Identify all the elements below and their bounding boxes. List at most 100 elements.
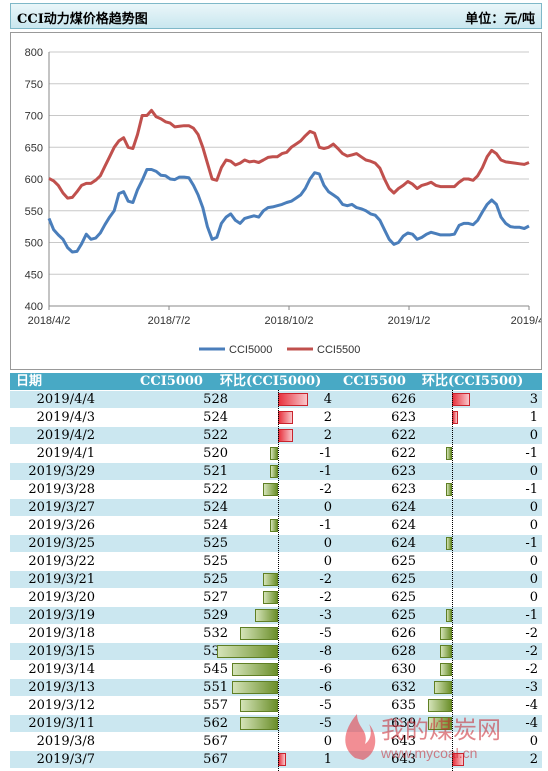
row-change-cci5500: 0: [529, 464, 538, 479]
row-change-cci5500: 1: [529, 410, 538, 425]
y-tick-label: 550: [25, 206, 43, 218]
change-bar-cci5000: [217, 645, 278, 658]
row-cci5500: 643: [391, 734, 416, 749]
row-date: 2019/4/3: [36, 410, 95, 425]
row-cci5000: 525: [203, 536, 228, 551]
table-row: 2019/3/13 551 -6 632 -3: [10, 678, 542, 696]
row-cci5000: 520: [203, 446, 228, 461]
table-row: 2019/4/2 522 2 622 0: [10, 426, 542, 444]
row-cci5000: 522: [203, 482, 228, 497]
row-cci5500: 622: [391, 428, 416, 443]
header-change-cci5000: 环比(CCI5000): [220, 374, 322, 389]
row-change-cci5500: 0: [529, 518, 538, 533]
watermark-name: 我的煤炭网: [381, 717, 501, 744]
change-bar-cci5500: [440, 627, 452, 640]
change-bar-cci5000: [262, 573, 278, 586]
y-tick-label: 500: [25, 238, 43, 250]
row-cci5000: 522: [203, 428, 228, 443]
change-bar-cci5000: [270, 447, 278, 460]
row-cci5500: 643: [391, 752, 416, 767]
row-date: 2019/4/1: [36, 446, 95, 461]
unit-label: 单位：元/吨: [465, 12, 535, 27]
row-cci5000: 557: [203, 698, 228, 713]
table-row: 2019/3/7 567 1 643 2: [10, 750, 542, 768]
row-cci5000: 527: [203, 590, 228, 605]
row-change-cci5500: 2: [529, 752, 538, 767]
change-bar-cci5000: [240, 627, 278, 640]
table-row: 2019/4/1 520 -1 622 -1: [10, 444, 542, 462]
y-tick-label: 600: [25, 174, 43, 186]
change-bar-cci5000: [278, 429, 294, 442]
table-row: 2019/3/27 524 0 624 0: [10, 498, 542, 516]
row-change-cci5000: -2: [319, 590, 332, 605]
row-cci5000: 525: [203, 572, 228, 587]
row-date: 2019/3/27: [28, 500, 95, 515]
change-bar-cci5000: [270, 519, 278, 532]
row-change-cci5000: 0: [323, 500, 332, 515]
row-change-cci5500: -4: [525, 716, 538, 731]
row-cci5000: 529: [203, 608, 228, 623]
chart-title: CCI动力煤价格趋势图: [17, 12, 148, 27]
row-date: 2019/3/21: [28, 572, 95, 587]
change-bar-cci5500: [428, 717, 452, 730]
row-date: 2019/3/26: [28, 518, 95, 533]
x-tick-label: 2018/4/2: [28, 315, 71, 327]
row-date: 2019/3/19: [28, 608, 95, 623]
row-cci5500: 632: [391, 680, 416, 695]
change-bar-cci5500: [446, 537, 452, 550]
row-date: 2019/3/12: [28, 698, 95, 713]
row-date: 2019/3/15: [28, 644, 95, 659]
table-row: 2019/3/15 537 -8 628 -2: [10, 642, 542, 660]
row-cci5500: 639: [391, 716, 416, 731]
x-tick-label: 2018/10/2: [265, 315, 314, 327]
row-cci5000: 528: [203, 392, 228, 407]
header-date: 日期: [16, 374, 43, 389]
table-row: 2019/3/14 545 -6 630 -2: [10, 660, 542, 678]
row-date: 2019/3/11: [28, 716, 95, 731]
change-bar-cci5000: [232, 663, 278, 676]
series-line-cci5000: [47, 168, 530, 254]
table-row: 2019/3/8 567 0 643 0: [10, 732, 542, 750]
legend-label: CCI5000: [229, 344, 272, 356]
chart-svg: 400 450 500 550 600 650 700 750 800 2018/4/2 2018/…: [25, 47, 548, 356]
row-date: 2019/3/20: [28, 590, 95, 605]
y-tick-label: 650: [25, 142, 43, 154]
y-tick-label: 400: [25, 301, 43, 313]
table-row: 2019/3/11 562 -5 639 -4: [10, 714, 542, 732]
change-bar-cci5500: [446, 483, 452, 496]
header-cci5500: CCI5500: [343, 374, 406, 389]
row-date: 2019/4/4: [36, 392, 95, 407]
row-date: 2019/3/28: [28, 482, 95, 497]
row-cci5500: 624: [391, 500, 416, 515]
row-cci5500: 628: [391, 644, 416, 659]
change-bar-cci5500: [440, 663, 452, 676]
row-cci5500: 625: [391, 608, 416, 623]
series-line-cci5500: [48, 108, 530, 200]
change-bar-cci5000: [240, 699, 278, 712]
row-change-cci5500: -1: [525, 482, 538, 497]
change-bar-cci5500: [440, 645, 452, 658]
row-cci5500: 626: [391, 626, 416, 641]
row-change-cci5000: -2: [319, 572, 332, 587]
row-change-cci5500: -2: [525, 644, 538, 659]
table-row: 2019/3/28 522 -2 623 -1: [10, 480, 542, 498]
price-table: 日期 CCI5000 环比(CCI5000) CCI5500 环比(CCI550…: [10, 373, 542, 768]
y-tick-label: 750: [25, 79, 43, 91]
row-cci5000: 525: [203, 554, 228, 569]
row-change-cci5500: -2: [525, 662, 538, 677]
row-cci5500: 625: [391, 554, 416, 569]
row-change-cci5000: 0: [323, 734, 332, 749]
change-axis-cci5000: [278, 390, 279, 771]
legend-label: CCI5500: [317, 344, 360, 356]
row-change-cci5000: 0: [323, 554, 332, 569]
row-date: 2019/4/2: [36, 428, 95, 443]
table-body: 2019/4/4 528 4 626 3 2019/4/3 524 2 623 1 2019/4/2…: [10, 390, 542, 768]
row-cci5500: 623: [391, 482, 416, 497]
row-change-cci5500: -1: [525, 446, 538, 461]
change-axis-cci5500: [452, 390, 453, 771]
table-row: 2019/3/20 527 -2 625 0: [10, 588, 542, 606]
change-bar-cci5000: [255, 609, 278, 622]
row-change-cci5500: 0: [529, 734, 538, 749]
row-date: 2019/3/7: [36, 752, 95, 767]
row-change-cci5000: -8: [319, 644, 332, 659]
